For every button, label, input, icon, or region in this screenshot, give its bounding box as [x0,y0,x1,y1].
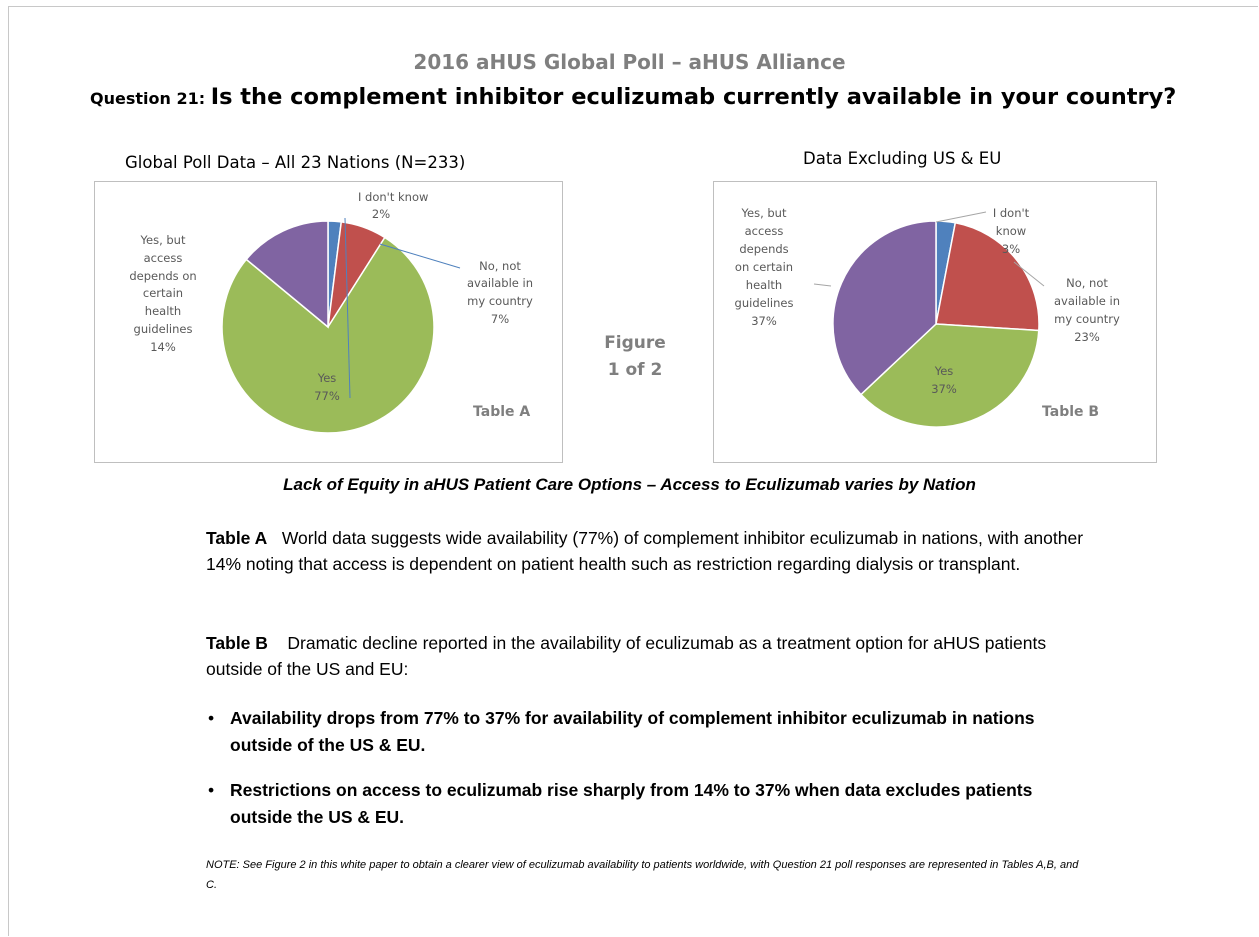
chart-b: I don't know 3% No, not available in my … [713,181,1157,463]
footnote: NOTE: See Figure 2 in this white paper t… [206,859,1079,891]
chart-subtitle: Lack of Equity in aHUS Patient Care Opti… [283,475,976,494]
chart-a-label-yes-name: Yes [317,371,337,385]
chart-a-svg: I don't know 2% No, not available in my … [129,190,533,434]
chart-a-label-cond-line5: health [145,304,181,318]
table-a-label: Table A [206,528,268,548]
chart-b-slice-1 [935,221,1040,332]
chart-a-leader-dontknow [344,217,351,399]
bullet-item: • Restrictions on access to eculizumab r… [208,777,1068,831]
chart-b-leader-no [1013,261,1045,287]
table-b-text: Dramatic decline reported in the availab… [206,633,1047,679]
chart-a-leader-no [379,243,461,269]
chart-a-label-no-pct: 7% [491,312,509,326]
chart-b-label-no-line1: No, not [1066,276,1108,290]
chart-b-slice-3 [832,220,937,396]
chart-a-label-yes-pct: 77% [314,389,340,403]
chart-a-label-cond-line3: depends on [129,269,196,283]
chart-a-slices [221,220,435,434]
chart-b-label-dontknow-pct: 3% [1002,242,1020,256]
chart-a-label-no-line1: No, not [479,259,521,273]
chart-b-label-yes-name: Yes [934,364,954,378]
bullet-text: Availability drops from 77% to 37% for a… [230,708,1035,755]
chart-a-label-cond-line6: guidelines [134,322,193,336]
chart-b-label-cond-line4: on certain [735,260,793,274]
chart-b-label-dontknow-line2: know [996,224,1026,238]
chart-b-label-cond-line6: guidelines [735,296,794,310]
chart-a-label-dontknow-name: I don't know [358,190,428,204]
chart-a-title: Global Poll Data – All 23 Nations (N=233… [125,153,466,172]
question-text: Is the complement inhibitor eculizumab c… [210,84,1177,110]
chart-a-table-label: Table A [473,404,530,420]
question-number: Question 21: [90,89,206,108]
chart-a-label-no-line2: available in [467,276,533,290]
chart-a-label-cond-line4: certain [143,286,183,300]
chart-b-label-no-line2: available in [1054,294,1120,308]
chart-b-leader-dontknow [935,211,987,223]
figure-label-line2: 1 of 2 [607,360,663,380]
chart-b-svg: I don't know 3% No, not available in my … [735,206,1120,428]
chart-b-slices [832,220,1040,428]
chart-a-label-cond-line1: Yes, but [140,233,186,247]
table-b-label: Table B [206,633,268,653]
chart-b-table-label: Table B [1042,404,1099,420]
slide-frame [8,6,1258,936]
bullet-dot: • [208,780,215,800]
bullet-item: • Availability drops from 77% to 37% for… [208,705,1068,759]
chart-a-slice-3 [245,220,329,329]
chart-b-label-cond-pct: 37% [751,314,777,328]
table-b-paragraph: Table B Dramatic decline reported in the… [206,630,1106,682]
bullet-text: Restrictions on access to eculizumab ris… [230,780,1033,827]
chart-a-label-cond-pct: 14% [150,340,176,354]
chart-b-label-cond-line3: depends [739,242,788,256]
bullet-dot: • [208,708,215,728]
chart-b-title: Data Excluding US & EU [803,149,1002,168]
chart-b-leader-cond [813,283,832,287]
slide-title: 2016 aHUS Global Poll – aHUS Alliance [413,50,846,74]
chart-b-label-cond-line2: access [745,224,784,238]
chart-b-label-cond-line5: health [746,278,782,292]
chart-b-label-no-pct: 23% [1074,330,1100,344]
chart-a: I don't know 2% No, not available in my … [94,181,563,463]
figure-label-line1: Figure [604,333,666,353]
chart-a-slice-2 [221,236,435,434]
table-a-text: World data suggests wide availability (7… [206,528,1084,574]
chart-b-label-cond-line1: Yes, but [741,206,787,220]
chart-a-label-dontknow-pct: 2% [372,207,390,221]
chart-a-label-no-line3: my country [467,294,533,308]
chart-a-label-cond-line2: access [144,251,183,265]
chart-b-slice-2 [859,323,1040,428]
table-a-paragraph: Table A World data suggests wide availab… [206,525,1106,577]
question-heading: Question 21: Is the complement inhibitor… [90,84,1176,110]
chart-b-label-no-line3: my country [1054,312,1120,326]
chart-b-label-dontknow-line1: I don't [993,206,1030,220]
figure-label: Figure 1 of 2 [600,330,670,384]
chart-b-label-yes-pct: 37% [931,382,957,396]
